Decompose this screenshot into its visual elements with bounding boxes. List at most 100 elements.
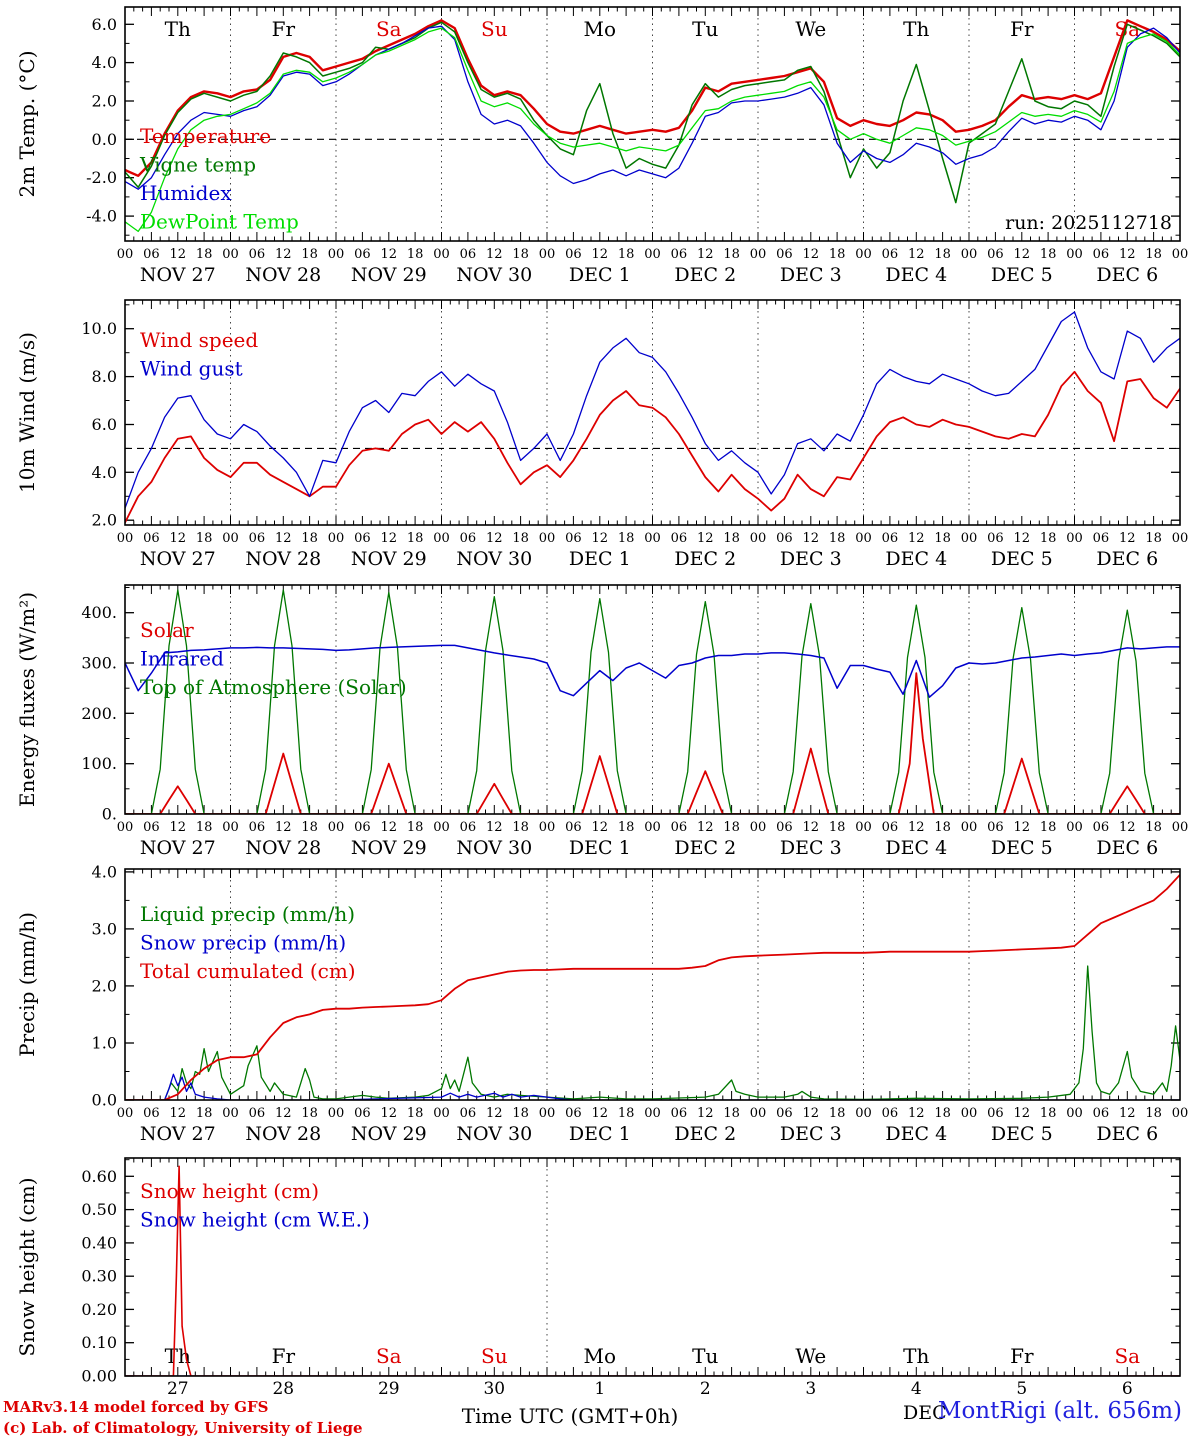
hour-tick-label: 12 — [275, 247, 292, 262]
y-axis-title: Precip (mm/h) — [15, 912, 39, 1057]
y-tick-label: 0.30 — [81, 1267, 117, 1286]
series-dewpoint-temp — [125, 27, 1180, 233]
weekday-label: Fr — [1010, 17, 1034, 41]
hour-tick-label: 12 — [170, 247, 187, 262]
weekday-label: Mo — [584, 17, 617, 41]
hour-tick-label: 06 — [987, 531, 1004, 546]
hour-tick-label: 18 — [407, 1106, 424, 1121]
weekday-label: Th — [165, 17, 191, 41]
weekday-label: Tu — [692, 1344, 718, 1368]
hour-tick-label: 06 — [987, 247, 1004, 262]
y-tick-label: 300. — [81, 654, 117, 673]
hour-tick-label: 12 — [697, 1106, 714, 1121]
date-number-label: 3 — [805, 1379, 816, 1399]
hour-tick-label: 00 — [433, 247, 450, 262]
hour-tick-label: 06 — [143, 247, 160, 262]
y-tick-label: 0.60 — [81, 1167, 117, 1186]
hour-tick-label: 12 — [697, 820, 714, 835]
y-tick-label: 4.0 — [92, 53, 117, 72]
hour-tick-label: 12 — [486, 1106, 503, 1121]
hour-tick-label: 12 — [1119, 1106, 1136, 1121]
hour-tick-label: 18 — [723, 531, 740, 546]
date-label: NOV 28 — [245, 264, 321, 286]
y-tick-label: 1.0 — [92, 1034, 117, 1053]
legend-item: Liquid precip (mm/h) — [140, 902, 355, 926]
weekday-label: We — [795, 17, 826, 41]
date-label: DEC 3 — [780, 1123, 842, 1145]
legend-item: Temperature — [140, 124, 271, 148]
date-label: NOV 29 — [351, 837, 427, 859]
hour-tick-label: 06 — [460, 820, 477, 835]
hour-tick-label: 12 — [803, 1106, 820, 1121]
date-label: DEC 5 — [991, 264, 1053, 286]
date-number-label: 27 — [167, 1379, 189, 1399]
hour-tick-label: 00 — [328, 820, 345, 835]
y-tick-label: 100. — [81, 754, 117, 773]
y-tick-label: 6.0 — [92, 415, 117, 434]
hour-tick-label: 18 — [1040, 247, 1057, 262]
hour-tick-label: 06 — [565, 820, 582, 835]
hour-tick-label: 06 — [776, 820, 793, 835]
date-label: NOV 30 — [456, 1123, 532, 1145]
date-label: DEC 2 — [674, 264, 736, 286]
hour-tick-label: 00 — [750, 531, 767, 546]
hour-tick-label: 00 — [1066, 820, 1083, 835]
hour-tick-label: 06 — [882, 531, 899, 546]
hour-tick-label: 06 — [882, 247, 899, 262]
hour-tick-label: 18 — [1145, 531, 1162, 546]
hour-tick-label: 06 — [354, 1106, 371, 1121]
plot-box — [124, 6, 1181, 242]
plot-box — [124, 299, 1181, 526]
date-number-label: 5 — [1016, 1379, 1027, 1399]
date-label: DEC 3 — [780, 264, 842, 286]
hour-tick-label: 12 — [381, 1106, 398, 1121]
hour-tick-label: 12 — [170, 820, 187, 835]
hour-tick-label: 18 — [723, 1106, 740, 1121]
date-label: NOV 30 — [456, 264, 532, 286]
y-tick-label: 10.0 — [81, 319, 117, 338]
date-label: DEC 1 — [569, 1123, 631, 1145]
y-tick-label: 2.0 — [92, 92, 117, 111]
hour-tick-label: 00 — [961, 820, 978, 835]
hour-tick-label: 12 — [170, 531, 187, 546]
date-number-label: 6 — [1122, 1379, 1133, 1399]
hour-tick-label: 06 — [671, 1106, 688, 1121]
weekday-label: Sa — [376, 1344, 402, 1368]
date-label: DEC 5 — [991, 1123, 1053, 1145]
y-tick-label: 0.50 — [81, 1200, 117, 1219]
date-number-label: 28 — [272, 1379, 294, 1399]
month-label: DEC — [903, 1402, 947, 1424]
hour-tick-label: 12 — [908, 531, 925, 546]
hour-tick-label: 06 — [987, 820, 1004, 835]
hour-tick-label: 06 — [249, 1106, 266, 1121]
y-axis-title: 10m Wind (m/s) — [15, 332, 39, 493]
hour-tick-label: 18 — [934, 531, 951, 546]
weekday-label: Mo — [584, 1344, 617, 1368]
y-tick-label: 2.0 — [92, 976, 117, 995]
hour-tick-label: 06 — [460, 531, 477, 546]
date-label: NOV 30 — [456, 548, 532, 570]
hour-tick-label: 18 — [934, 247, 951, 262]
hour-tick-label: 06 — [565, 1106, 582, 1121]
series-total-cumulated-cm- — [125, 873, 1180, 1100]
hour-tick-label: 18 — [1040, 1106, 1057, 1121]
hour-tick-label: 06 — [671, 820, 688, 835]
hour-tick-label: 18 — [618, 247, 635, 262]
date-number-label: 2 — [700, 1379, 711, 1399]
hour-tick-label: 18 — [723, 820, 740, 835]
weekday-label: We — [795, 1344, 826, 1368]
plot-box — [124, 1157, 1181, 1377]
hour-tick-label: 06 — [1093, 1106, 1110, 1121]
date-label: NOV 29 — [351, 1123, 427, 1145]
hour-tick-label: 12 — [1014, 247, 1031, 262]
date-number-label: 30 — [483, 1379, 505, 1399]
hour-tick-label: 18 — [512, 820, 529, 835]
hour-tick-label: 00 — [750, 247, 767, 262]
hour-tick-label: 12 — [170, 1106, 187, 1121]
weekday-label: Sa — [1114, 1344, 1140, 1368]
hour-tick-label: 06 — [249, 531, 266, 546]
hour-tick-label: 00 — [855, 531, 872, 546]
hour-tick-label: 00 — [328, 1106, 345, 1121]
series-infrared — [125, 644, 1180, 698]
